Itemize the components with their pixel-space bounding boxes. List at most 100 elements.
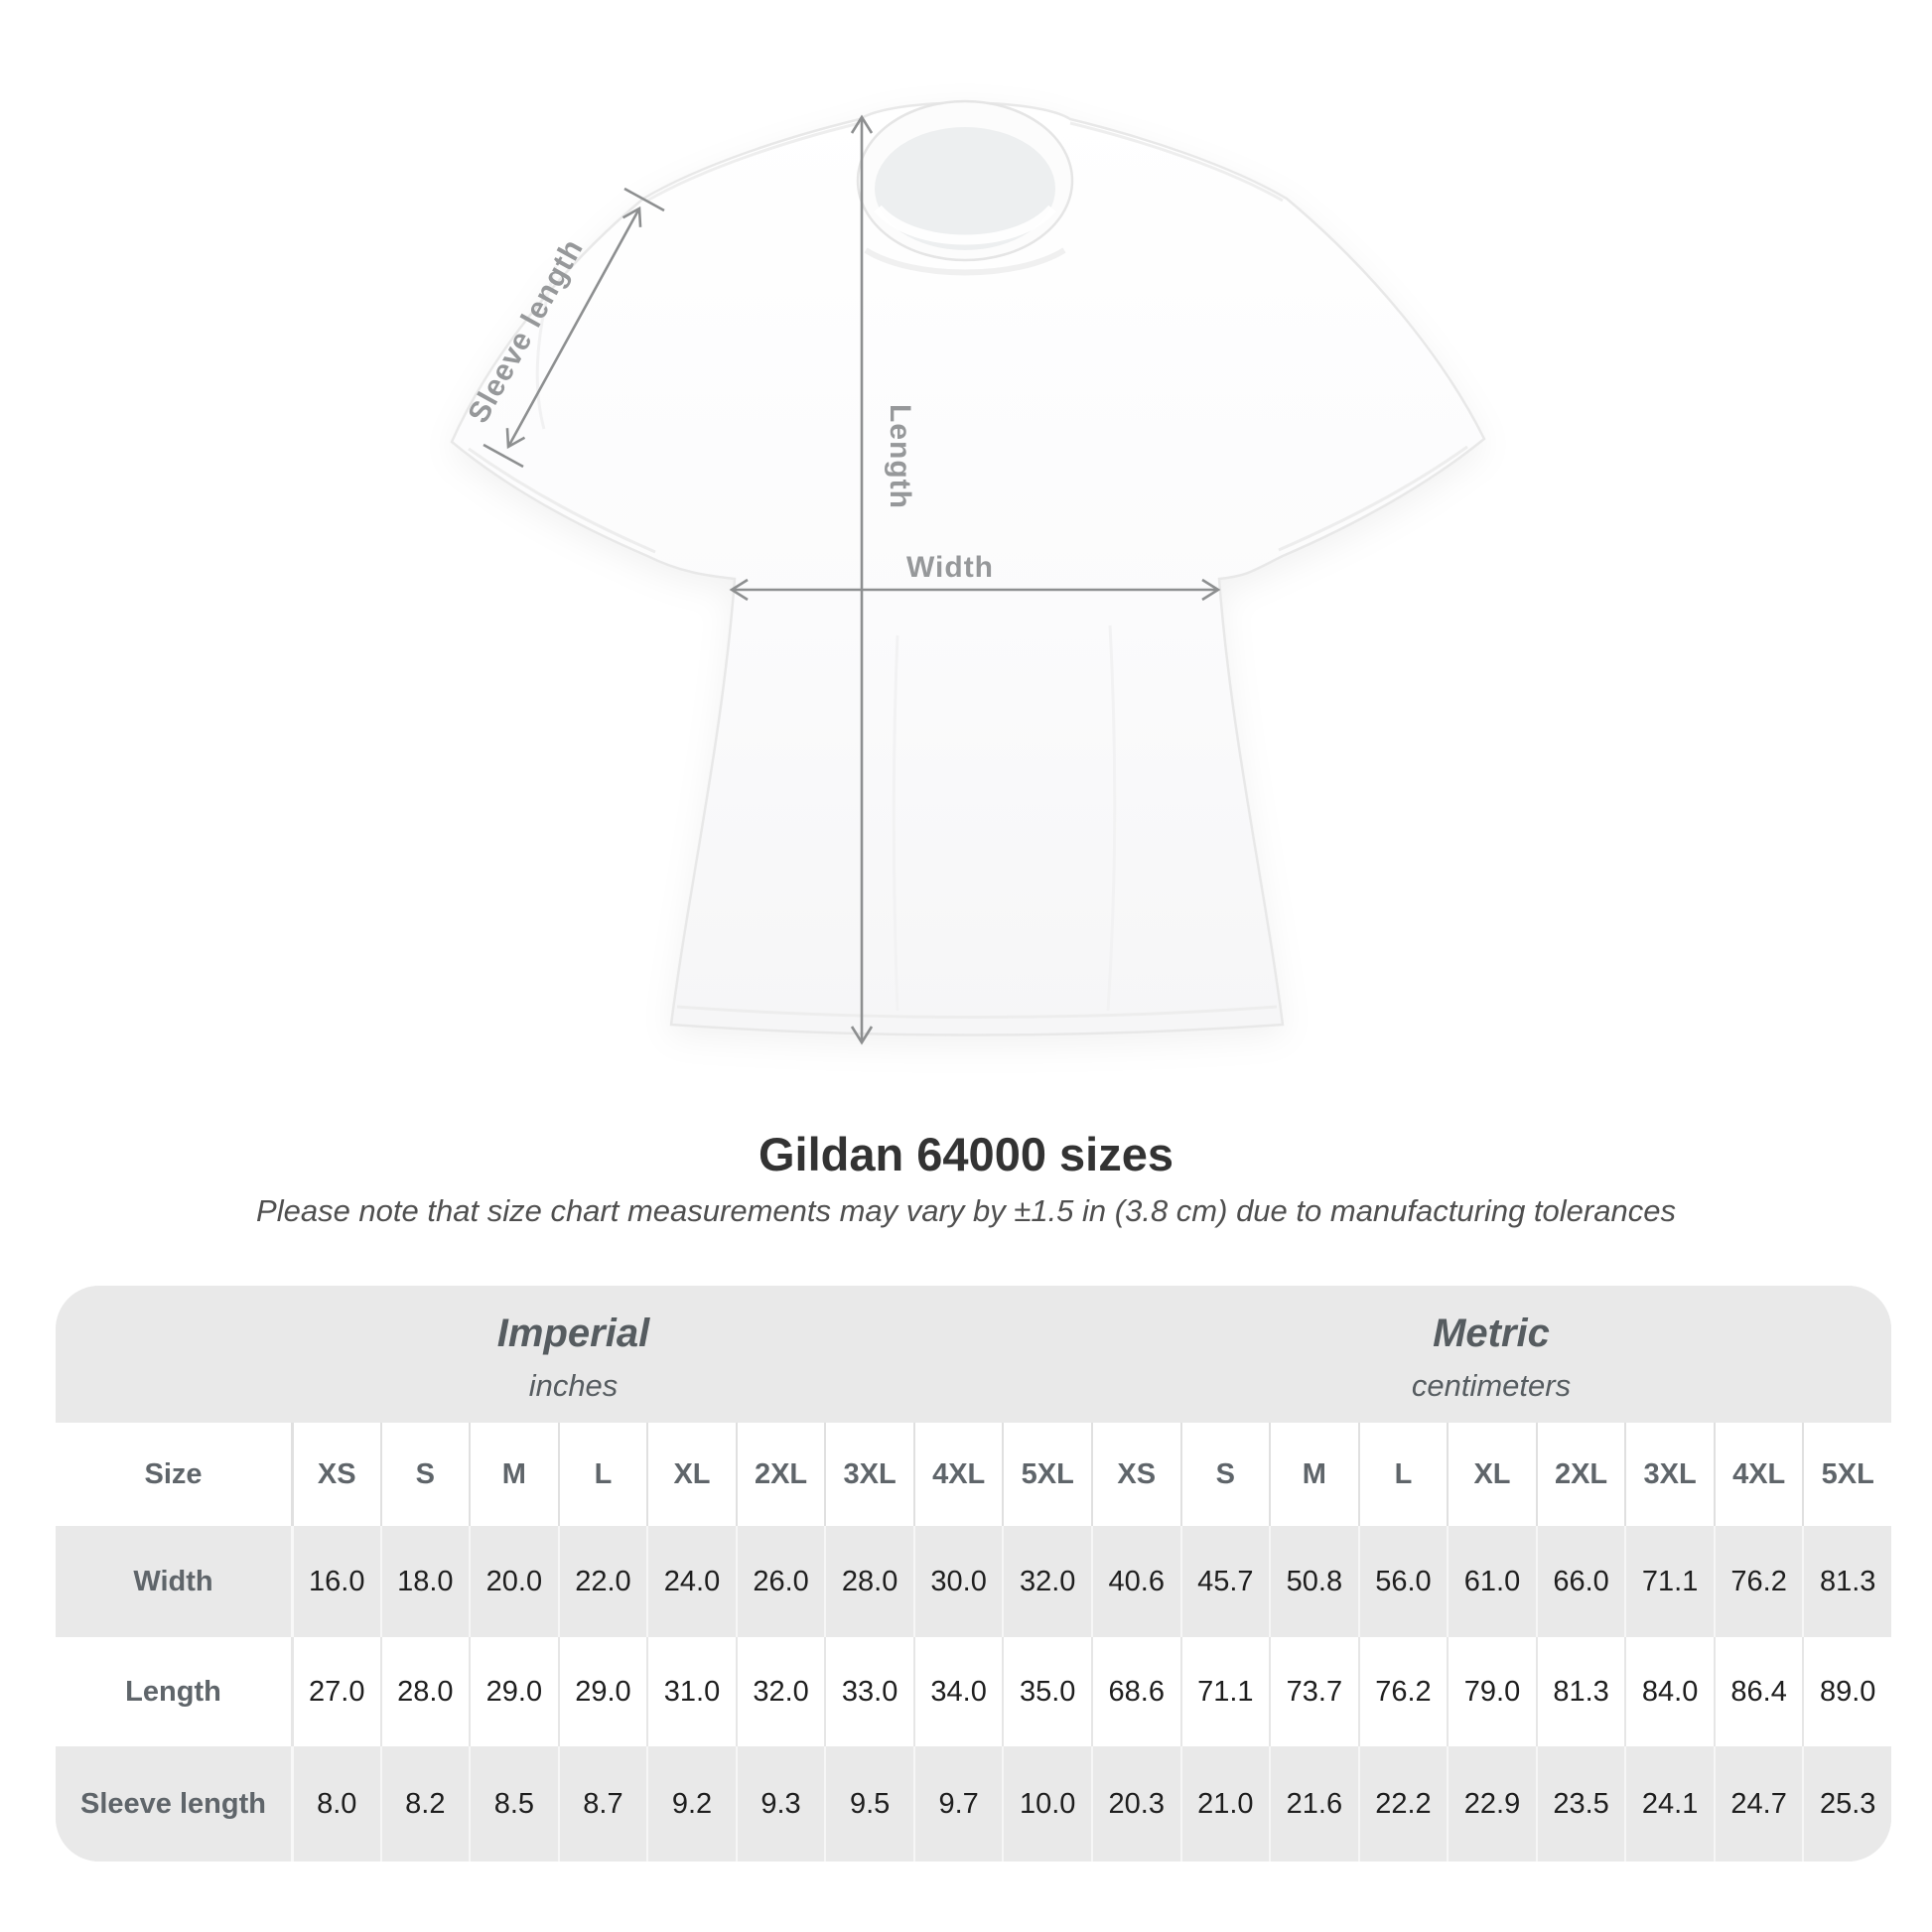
page-title: Gildan 64000 sizes <box>758 1128 1174 1180</box>
cuff-seam-left <box>468 447 656 554</box>
value-cell: 40.6 <box>1091 1526 1180 1637</box>
value-cell: 76.2 <box>1713 1526 1803 1637</box>
value-cell: 23.5 <box>1535 1746 1625 1862</box>
size-header-cell: XL <box>1447 1423 1536 1526</box>
size-header-cell: 3XL <box>824 1423 913 1526</box>
value-cell: 28.0 <box>824 1526 913 1637</box>
value-cell: 27.0 <box>291 1637 380 1746</box>
value-cell: 50.8 <box>1269 1526 1358 1637</box>
value-cell: 66.0 <box>1535 1526 1625 1637</box>
value-cell: 8.7 <box>557 1746 647 1862</box>
value-cell: 34.0 <box>912 1637 1003 1746</box>
size-header-row: Size XS S M L XL 2XL 3XL 4XL 5XL XS S M L XL 2XL 3XL 4XL 5… <box>56 1423 1891 1526</box>
imperial-unit-label: inches <box>528 1367 619 1403</box>
value-cell: 71.1 <box>1624 1526 1714 1637</box>
value-cell: 18.0 <box>379 1526 470 1637</box>
size-table: Imperial inches Metric centimeters Size X… <box>56 1286 1891 1862</box>
tshirt-graphic <box>450 99 1486 1036</box>
size-header-cell: XL <box>646 1423 736 1526</box>
unit-header-row: Imperial inches Metric centimeters <box>56 1286 1891 1423</box>
size-col-header: Size <box>144 1457 203 1490</box>
value-cell: 24.0 <box>646 1526 736 1637</box>
tolerance-note: Please note that size chart measurements… <box>256 1193 1676 1228</box>
metric-unit-label: centimeters <box>1411 1367 1572 1403</box>
size-header-cell: XS <box>291 1423 380 1526</box>
value-cell: 16.0 <box>291 1526 380 1637</box>
value-cell: 26.0 <box>735 1526 825 1637</box>
size-header-cell: L <box>1357 1423 1448 1526</box>
value-cell: 32.0 <box>1002 1526 1091 1637</box>
size-header-cell: 4XL <box>1713 1423 1803 1526</box>
size-header-cell: S <box>379 1423 470 1526</box>
row-label: Sleeve length <box>80 1787 266 1820</box>
tshirt-diagram: Sleeve length Length Width <box>450 99 1486 1045</box>
value-cell: 24.1 <box>1624 1746 1714 1862</box>
value-cell: 30.0 <box>912 1526 1003 1637</box>
unit-header-imperial: Imperial inches <box>56 1286 1091 1423</box>
hem-seam <box>676 1005 1278 1019</box>
size-header-cell: S <box>1179 1423 1270 1526</box>
value-cell: 79.0 <box>1447 1637 1536 1746</box>
row-sleeve-length: Sleeve length 8.0 8.2 8.5 8.7 9.2 9.3 9.5 9.7 10.… <box>56 1746 1891 1862</box>
sleeve-arrow-tick-bottom <box>483 443 524 469</box>
value-cell: 76.2 <box>1357 1637 1448 1746</box>
size-header-cell: M <box>1269 1423 1358 1526</box>
value-cell: 32.0 <box>735 1637 825 1746</box>
value-cell: 20.3 <box>1091 1746 1180 1862</box>
value-cell: 24.7 <box>1713 1746 1803 1862</box>
size-header-cell: 4XL <box>912 1423 1003 1526</box>
collar-rib <box>874 205 1056 245</box>
value-cell: 9.5 <box>824 1746 913 1862</box>
value-cell: 22.2 <box>1357 1746 1448 1862</box>
value-cell: 9.3 <box>735 1746 825 1862</box>
value-cell: 68.6 <box>1091 1637 1180 1746</box>
value-cell: 56.0 <box>1357 1526 1448 1637</box>
value-cell: 71.1 <box>1179 1637 1270 1746</box>
value-cell: 35.0 <box>1002 1637 1091 1746</box>
value-cell: 9.2 <box>646 1746 736 1862</box>
value-cell: 9.7 <box>912 1746 1003 1862</box>
value-cell: 73.7 <box>1269 1637 1358 1746</box>
value-cell: 25.3 <box>1802 1746 1891 1862</box>
width-label: Width <box>906 551 994 584</box>
size-header-cell: M <box>469 1423 558 1526</box>
length-label: Length <box>884 404 916 509</box>
value-cell: 45.7 <box>1179 1526 1270 1637</box>
collar-opening <box>875 127 1055 250</box>
measurement-annotations <box>483 114 1221 1045</box>
size-header-cell: 2XL <box>735 1423 825 1526</box>
value-cell: 31.0 <box>646 1637 736 1746</box>
fold-line-2 <box>1106 624 1117 1012</box>
unit-header-metric: Metric centimeters <box>1091 1286 1891 1423</box>
shoulder-seam-right <box>1069 121 1284 203</box>
value-cell: 81.3 <box>1802 1526 1891 1637</box>
size-header-cell: XS <box>1091 1423 1180 1526</box>
value-cell: 21.0 <box>1179 1746 1270 1862</box>
value-cell: 33.0 <box>824 1637 913 1746</box>
fold-line-1 <box>892 634 899 1012</box>
imperial-label: Imperial <box>496 1311 650 1355</box>
row-length: Length 27.0 28.0 29.0 29.0 31.0 32.0 33.0 34.0 35… <box>56 1637 1891 1746</box>
collar-shadow <box>864 247 1066 276</box>
size-header-cell: 5XL <box>1002 1423 1091 1526</box>
value-cell: 20.0 <box>469 1526 558 1637</box>
value-cell: 10.0 <box>1002 1746 1091 1862</box>
value-cell: 22.0 <box>557 1526 647 1637</box>
value-cell: 29.0 <box>469 1637 558 1746</box>
row-width: Width 16.0 18.0 20.0 22.0 24.0 26.0 28.0 30.0 32.… <box>56 1526 1891 1637</box>
size-header-cell: L <box>557 1423 647 1526</box>
value-cell: 21.6 <box>1269 1746 1358 1862</box>
row-label: Width <box>133 1565 213 1597</box>
value-cell: 29.0 <box>557 1637 647 1746</box>
shoulder-seam-left <box>646 121 861 203</box>
value-cell: 81.3 <box>1535 1637 1625 1746</box>
sleeve-arrow-tick-top <box>623 187 665 212</box>
value-cell: 61.0 <box>1447 1526 1536 1637</box>
size-header-cell: 2XL <box>1535 1423 1625 1526</box>
size-header-cell: 5XL <box>1802 1423 1891 1526</box>
value-cell: 22.9 <box>1447 1746 1536 1862</box>
value-cell: 8.2 <box>379 1746 470 1862</box>
value-cell: 89.0 <box>1802 1637 1891 1746</box>
value-cell: 86.4 <box>1713 1637 1803 1746</box>
